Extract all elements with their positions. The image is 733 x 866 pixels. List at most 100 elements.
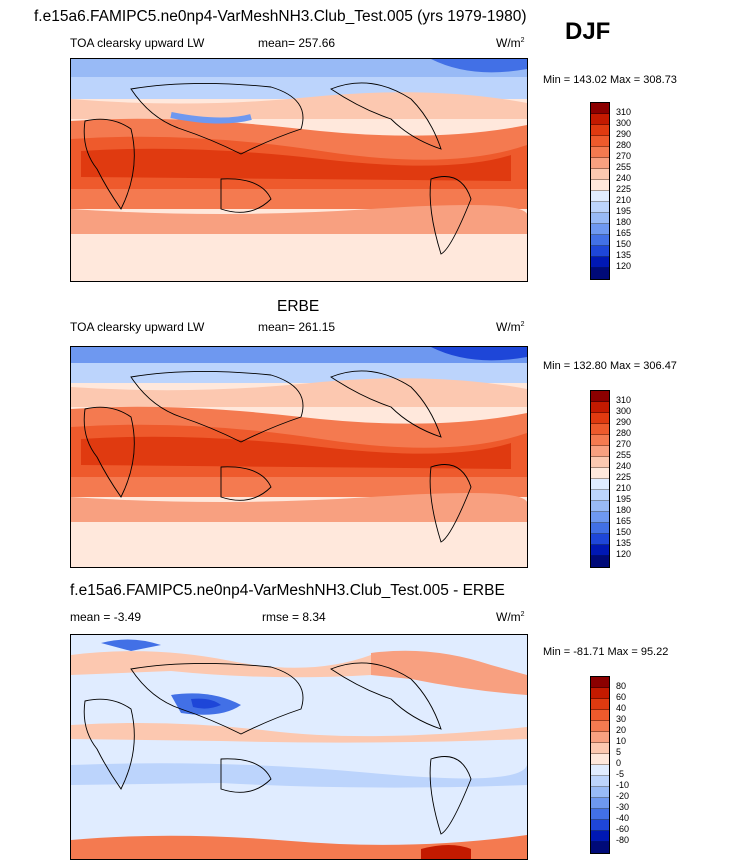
- colorbar-tick-label: -5: [616, 769, 625, 779]
- colorbar-tick-label: 310: [616, 395, 632, 405]
- colorbar-segment: [591, 158, 609, 169]
- colorbar-tick-label: -40: [616, 813, 630, 823]
- colorbar-segment: [591, 435, 609, 446]
- colorbar-tick-label: 135: [616, 538, 632, 548]
- colorbar-tick-label: -60: [616, 824, 630, 834]
- colorbar-tick-label: -10: [616, 780, 630, 790]
- panel1-units: W/m2: [496, 36, 525, 50]
- colorbar-segment: [591, 787, 609, 798]
- panel3-minmax: Min = -81.71 Max = 95.22: [543, 646, 669, 658]
- colorbar-segment: [591, 391, 609, 402]
- panel1-mean-label: mean= 257.66: [258, 36, 336, 50]
- colorbar-tick-label: 180: [616, 217, 632, 227]
- colorbar-tick-label: 165: [616, 516, 632, 526]
- colorbar-tick-label: 20: [616, 725, 627, 735]
- colorbar-tick-label: 5: [616, 747, 622, 757]
- colorbar-tick-label: 280: [616, 428, 632, 438]
- colorbar-tick-label: 135: [616, 250, 632, 260]
- colorbar-segment: [591, 224, 609, 235]
- panel3-rmse-label: rmse = 8.34: [262, 610, 326, 624]
- colorbar-tick-label: 30: [616, 714, 627, 724]
- colorbar-segment: [591, 169, 609, 180]
- colorbar-tick-label: 210: [616, 195, 632, 205]
- colorbar-segment: [591, 125, 609, 136]
- colorbar-segment: [591, 732, 609, 743]
- colorbar-segment: [591, 820, 609, 831]
- colorbar-segment: [591, 842, 609, 853]
- colorbar-segment: [591, 268, 609, 279]
- colorbar-segment: [591, 213, 609, 224]
- panel1-map: [70, 58, 528, 282]
- panel3-colorbar: [590, 676, 610, 854]
- panel3-units: W/m2: [496, 610, 525, 624]
- colorbar-segment: [591, 147, 609, 158]
- colorbar-segment: [591, 180, 609, 191]
- colorbar-tick-label: 60: [616, 692, 627, 702]
- colorbar-segment: [591, 413, 609, 424]
- colorbar-tick-label: 270: [616, 439, 632, 449]
- panel2-minmax: Min = 132.80 Max = 306.47: [543, 360, 677, 372]
- colorbar-segment: [591, 246, 609, 257]
- figure-title: f.e15a6.FAMIPC5.ne0np4-VarMeshNH3.Club_T…: [34, 8, 527, 25]
- colorbar-segment: [591, 721, 609, 732]
- colorbar-segment: [591, 402, 609, 413]
- colorbar-segment: [591, 501, 609, 512]
- colorbar-tick-label: 210: [616, 483, 632, 493]
- season-label: DJF: [565, 18, 611, 45]
- panel1-minmax: Min = 143.02 Max = 308.73: [543, 74, 677, 86]
- colorbar-segment: [591, 699, 609, 710]
- colorbar-segment: [591, 776, 609, 787]
- colorbar-segment: [591, 446, 609, 457]
- colorbar-segment: [591, 743, 609, 754]
- colorbar-tick-label: 290: [616, 417, 632, 427]
- colorbar-segment: [591, 523, 609, 534]
- colorbar-segment: [591, 710, 609, 721]
- colorbar-tick-label: 280: [616, 140, 632, 150]
- colorbar-segment: [591, 798, 609, 809]
- colorbar-segment: [591, 202, 609, 213]
- colorbar-tick-label: 80: [616, 681, 627, 691]
- colorbar-segment: [591, 424, 609, 435]
- colorbar-tick-label: 120: [616, 261, 632, 271]
- panel1-colorbar: [590, 102, 610, 280]
- panel2-mean-label: mean= 261.15: [258, 320, 336, 334]
- colorbar-segment: [591, 457, 609, 468]
- colorbar-segment: [591, 556, 609, 567]
- panel2-variable-label: TOA clearsky upward LW: [70, 320, 205, 334]
- panel2-colorbar: [590, 390, 610, 568]
- colorbar-segment: [591, 468, 609, 479]
- colorbar-tick-label: 120: [616, 549, 632, 559]
- colorbar-tick-label: 195: [616, 206, 632, 216]
- colorbar-segment: [591, 479, 609, 490]
- colorbar-tick-label: 255: [616, 450, 632, 460]
- colorbar-tick-label: 150: [616, 239, 632, 249]
- colorbar-tick-label: 300: [616, 118, 632, 128]
- colorbar-tick-label: 40: [616, 703, 627, 713]
- colorbar-tick-label: 310: [616, 107, 632, 117]
- colorbar-tick-label: -80: [616, 835, 630, 845]
- colorbar-segment: [591, 831, 609, 842]
- colorbar-tick-label: -30: [616, 802, 630, 812]
- colorbar-segment: [591, 136, 609, 147]
- panel3-mean-label: mean = -3.49: [70, 610, 142, 624]
- colorbar-tick-label: 290: [616, 129, 632, 139]
- colorbar-tick-label: 225: [616, 184, 632, 194]
- colorbar-tick-label: 180: [616, 505, 632, 515]
- colorbar-segment: [591, 103, 609, 114]
- panel2-heading: ERBE: [277, 298, 320, 315]
- colorbar-segment: [591, 490, 609, 501]
- colorbar-segment: [591, 765, 609, 776]
- colorbar-segment: [591, 512, 609, 523]
- colorbar-segment: [591, 257, 609, 268]
- colorbar-tick-label: 0: [616, 758, 622, 768]
- colorbar-tick-label: 255: [616, 162, 632, 172]
- colorbar-tick-label: 300: [616, 406, 632, 416]
- colorbar-segment: [591, 114, 609, 125]
- colorbar-segment: [591, 754, 609, 765]
- colorbar-tick-label: -20: [616, 791, 630, 801]
- colorbar-segment: [591, 534, 609, 545]
- colorbar-tick-label: 240: [616, 173, 632, 183]
- colorbar-segment: [591, 677, 609, 688]
- colorbar-tick-label: 225: [616, 472, 632, 482]
- colorbar-tick-label: 240: [616, 461, 632, 471]
